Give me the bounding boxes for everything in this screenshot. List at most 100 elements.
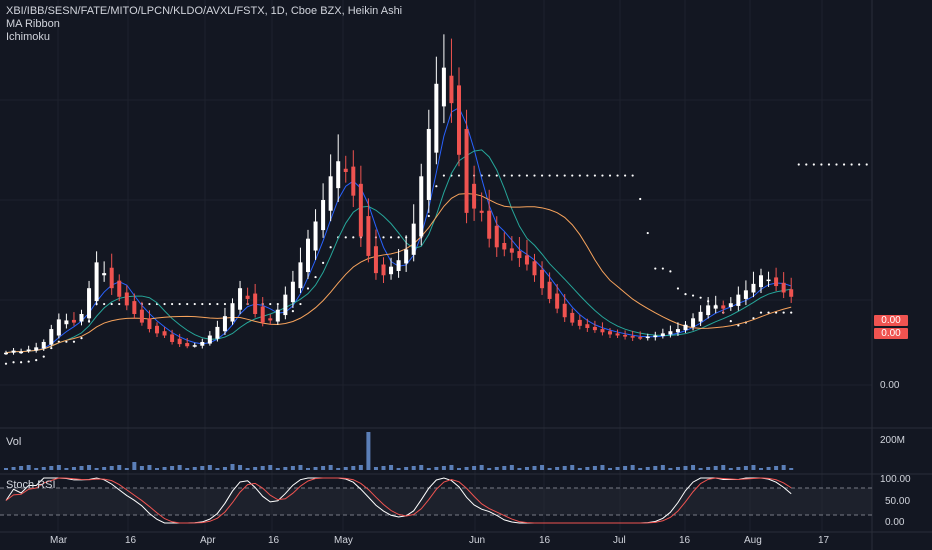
price-badge-1: 0.00: [874, 315, 908, 326]
volume-bar: [222, 467, 227, 470]
volume-bar: [502, 466, 507, 470]
candle-body: [253, 293, 258, 314]
volume-bar: [555, 467, 560, 470]
candle-body: [155, 325, 159, 334]
volume-bar: [396, 468, 401, 470]
candle-body: [343, 168, 348, 172]
candle-body: [457, 85, 461, 155]
candle-body: [19, 351, 24, 354]
candle-body: [721, 305, 726, 309]
ichimoku-dot: [646, 231, 649, 235]
ichimoku-dot: [435, 185, 438, 188]
volume-bar: [215, 468, 220, 470]
candle-body: [336, 161, 341, 189]
stoch-rsi-lines: [5, 477, 792, 524]
volume-bar: [675, 467, 680, 470]
volume-bar: [268, 465, 273, 470]
indicator-ma-ribbon[interactable]: MA Ribbon: [6, 18, 60, 30]
candle-body: [381, 264, 386, 276]
volume-bar: [698, 468, 703, 470]
candle-body: [56, 319, 61, 336]
volume-pane-label: Vol: [6, 436, 22, 448]
stoch-level-100: 100.00: [880, 474, 911, 485]
candle-body: [200, 341, 205, 346]
ichimoku-dot: [593, 174, 597, 177]
candle-body: [600, 329, 605, 333]
ichimoku-dot: [858, 163, 861, 166]
volume-bar: [321, 466, 326, 470]
ichimoku-dot: [80, 337, 83, 340]
volume-bar: [766, 467, 771, 470]
ichimoku-dot: [812, 163, 815, 166]
volume-bar: [562, 466, 567, 470]
volume-bar: [728, 468, 733, 470]
volume-bar: [26, 465, 31, 470]
candle-body: [441, 67, 446, 107]
ichimoku-dot: [759, 311, 763, 314]
ichimoku-dot: [291, 310, 294, 313]
candle-body: [177, 338, 182, 345]
candle-body: [608, 331, 612, 335]
volume-axis-label: 200M: [880, 435, 906, 446]
candle-body: [736, 294, 741, 306]
candle-body: [751, 283, 756, 293]
volume-bar: [139, 466, 144, 470]
ichimoku-dot: [556, 174, 559, 177]
candle-body: [487, 210, 492, 239]
ichimoku-dot: [12, 361, 15, 364]
volume-bar: [600, 465, 605, 470]
candle-body: [592, 326, 597, 331]
ichimoku-dot: [42, 355, 45, 358]
ichimoku-dot: [510, 174, 513, 177]
candle-body: [64, 320, 69, 325]
candle-body: [11, 350, 16, 353]
volume-bar: [457, 468, 461, 470]
volume-bar: [34, 468, 39, 470]
candle-body: [238, 288, 243, 310]
volume-bar: [283, 467, 288, 470]
ichimoku-dot: [782, 311, 785, 314]
ichimoku-dot: [805, 163, 808, 166]
ichimoku-dot: [427, 214, 430, 218]
indicator-ichimoku[interactable]: Ichimoku: [6, 31, 51, 43]
volume-bar: [155, 468, 159, 470]
ichimoku-dot: [193, 302, 196, 306]
ichimoku-dot: [797, 163, 800, 166]
ichimoku-dot: [178, 302, 181, 306]
candle-body: [94, 262, 99, 302]
volume-bar: [449, 465, 454, 470]
volume-bar: [41, 467, 46, 470]
stoch-k-line: [5, 477, 792, 524]
candle-body: [306, 238, 310, 273]
ichimoku-dot: [110, 302, 113, 306]
candle-body: [260, 306, 265, 323]
ichimoku-dot: [616, 174, 619, 177]
candle-body: [472, 183, 477, 209]
volume-bar: [645, 467, 650, 470]
candle-body: [222, 316, 227, 332]
ichimoku-dot: [382, 236, 385, 239]
candle-body: [358, 183, 363, 237]
time-label-aug: Aug: [744, 535, 762, 546]
candle-body: [373, 246, 378, 274]
ichimoku-dot: [299, 302, 302, 306]
candle-body: [268, 318, 273, 321]
candle-body: [517, 251, 522, 259]
volume-bar: [509, 465, 514, 470]
ichimoku-dot: [865, 163, 868, 166]
ichimoku-dot: [827, 163, 831, 166]
volume-bar: [313, 467, 318, 470]
candle-body: [389, 266, 394, 275]
ichimoku-dot: [118, 302, 121, 306]
ichimoku-dots: [4, 163, 868, 365]
candle-body: [668, 331, 673, 335]
volume-bar: [336, 468, 341, 470]
volume-bar: [751, 465, 756, 470]
volume-bar: [147, 465, 152, 470]
candle-body: [743, 290, 748, 299]
volume-bar: [260, 466, 265, 470]
candle-body: [577, 319, 582, 326]
volume-bar: [124, 468, 129, 470]
ichimoku-dot: [820, 163, 823, 166]
